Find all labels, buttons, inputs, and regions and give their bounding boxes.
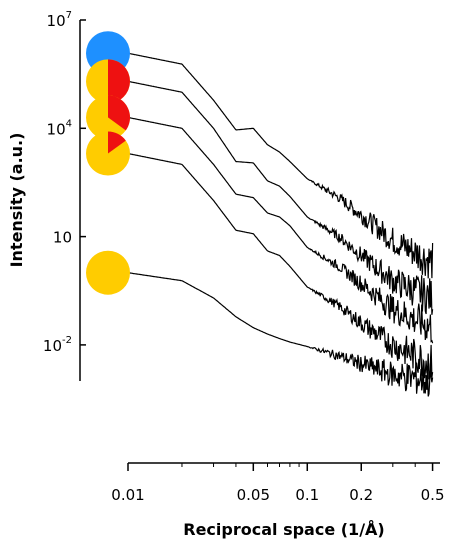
series-layer [127,52,434,397]
series-line-1 [127,52,434,279]
series-line-4 [127,152,434,380]
x-tick-label: 0.01 [111,486,144,504]
y-tick-label: 104 [47,118,72,138]
y-axis: 107 104 10 10-2 [43,10,86,381]
x-axis: 0.01 0.05 0.1 0.2 0.5 [111,462,445,504]
series-line-3 [127,116,434,344]
pie-slice-red-4 [108,131,126,154]
x-tick-label: 0.5 [421,486,445,504]
x-tick-label: 0.05 [237,486,270,504]
pie-slice-red-3 [108,95,131,131]
y-axis-title: Intensity (a.u.) [7,133,26,268]
pie-marker-5 [86,250,130,295]
y-tick-label: 107 [47,10,72,30]
x-tick-label: 0.2 [349,486,373,504]
series-line-5 [127,272,434,397]
pie-slice-red-2 [108,59,130,104]
pie-marker-layer [86,31,131,295]
x-axis-title: Reciprocal space (1/Å) [183,520,384,539]
y-tick-label: 10-2 [43,335,72,355]
series-line-2 [127,80,434,315]
y-tick-label: 10 [53,229,72,247]
x-tick-label: 0.1 [295,486,319,504]
